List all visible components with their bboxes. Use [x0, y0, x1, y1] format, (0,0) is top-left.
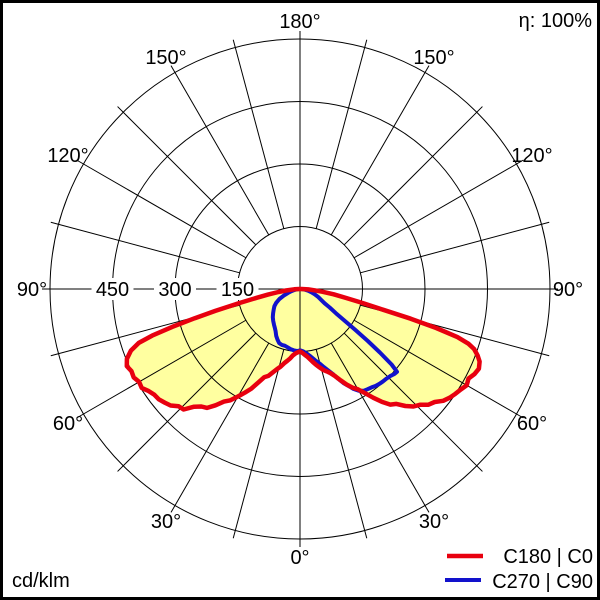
grid-spoke	[76, 319, 247, 419]
efficiency-label: η: 100%	[519, 10, 593, 32]
angle-labels: 0° 30° 30° 60° 60° 90° 90° 120° 120° 150° 150° 180°	[17, 11, 583, 569]
angle-label: 60°	[517, 413, 547, 435]
grid-spoke	[330, 65, 430, 236]
grid-spoke	[76, 159, 247, 259]
ring-labels: 150 300 450	[91, 278, 259, 301]
ring-label-bg	[216, 278, 259, 300]
angle-label: 30°	[419, 511, 449, 533]
angle-label: 150°	[413, 47, 454, 69]
grid-spoke	[343, 106, 483, 246]
grid-spoke	[232, 39, 285, 229]
grid-spoke	[315, 39, 368, 229]
curve-c180-c0	[124, 286, 482, 412]
ring-label: 150	[221, 279, 254, 301]
grid-spoke	[315, 349, 368, 539]
grid-spoke	[360, 221, 550, 274]
legend-label-c270-c90: C270 | C90	[492, 571, 593, 593]
angle-label: 60°	[53, 413, 83, 435]
angle-label: 150°	[145, 47, 186, 69]
angle-label: 30°	[151, 511, 181, 533]
ring-label-bg	[91, 278, 134, 300]
ring-label: 300	[158, 279, 191, 301]
distribution-fill	[126, 289, 480, 410]
grid-spoke	[330, 342, 430, 513]
grid-spoke	[117, 106, 257, 246]
angle-label: 90°	[553, 279, 583, 301]
grid-spoke	[353, 319, 524, 419]
grid-spoke	[50, 221, 240, 274]
legend-item-c180-c0: C180 | C0	[447, 546, 593, 568]
grid-spoke	[170, 342, 270, 513]
angle-label: 120°	[511, 145, 552, 167]
grid-spoke	[353, 159, 524, 259]
angle-label: 120°	[47, 145, 88, 167]
unit-label: cd/klm	[12, 570, 70, 592]
grid-spoke	[117, 332, 257, 472]
angle-label: 180°	[279, 11, 320, 33]
legend: C180 | C0 C270 | C90	[445, 546, 593, 593]
grid-spoke	[170, 65, 270, 236]
legend-item-c270-c90: C270 | C90	[445, 571, 593, 593]
ring-label: 450	[96, 279, 129, 301]
angle-label: 0°	[290, 547, 309, 569]
grid-spoke	[343, 332, 483, 472]
grid-spoke	[232, 349, 285, 539]
angle-label: 90°	[17, 279, 47, 301]
legend-label-c180-c0: C180 | C0	[503, 546, 593, 568]
ring-label-bg	[154, 278, 196, 300]
grid-spokes	[50, 39, 550, 539]
